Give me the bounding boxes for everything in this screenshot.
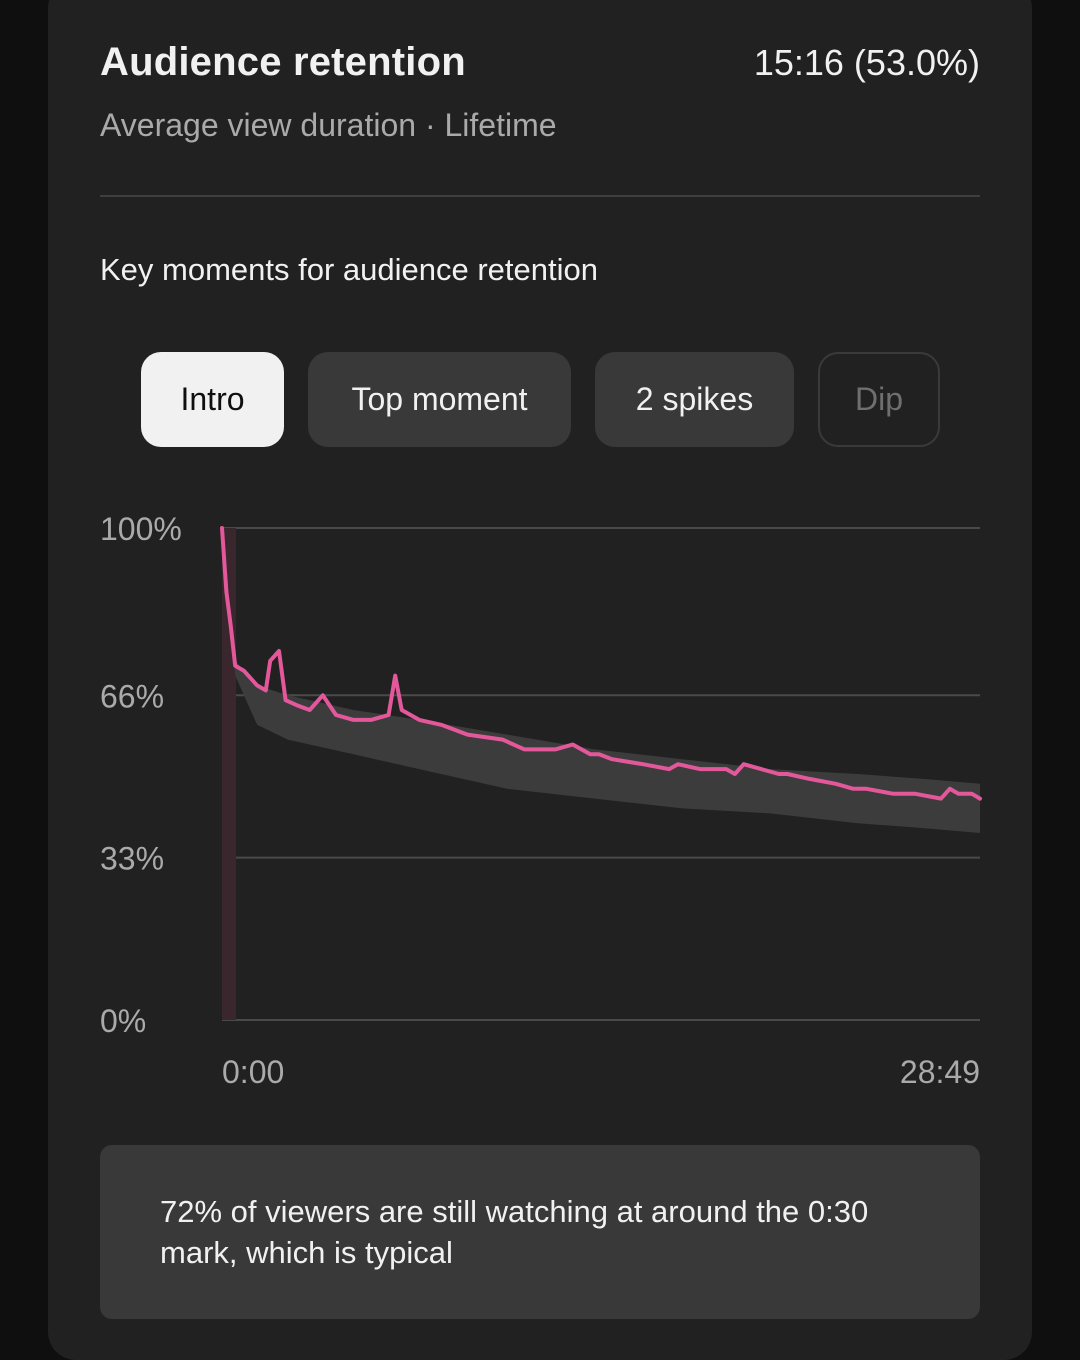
y-tick-label: 100% (100, 511, 182, 547)
divider (100, 195, 980, 197)
card-subtitle: Average view duration · Lifetime (100, 107, 557, 143)
x-tick-end: 28:49 (900, 1054, 980, 1090)
y-axis-labels: 100% 66% 33% 0% (100, 511, 182, 1039)
grid-lines (222, 527, 980, 1021)
chip-intro[interactable]: Intro (141, 352, 284, 447)
x-tick-start: 0:00 (222, 1054, 284, 1090)
card-title: Audience retention (100, 40, 466, 84)
average-view-duration-value: 15:16 (53.0%) (753, 42, 980, 83)
chip-top-moment[interactable]: Top moment (308, 352, 571, 447)
key-moments-title: Key moments for audience retention (100, 252, 598, 287)
y-tick-label: 66% (100, 678, 164, 714)
retention-chart: 100% 66% 33% 0% 0:00 28:49 (100, 511, 982, 1090)
chip-spikes[interactable]: 2 spikes (595, 352, 794, 447)
retention-line (220, 526, 982, 801)
chip-dip: Dip (818, 352, 940, 447)
y-tick-label: 0% (100, 1003, 146, 1039)
y-tick-label: 33% (100, 841, 164, 877)
audience-retention-card (48, 0, 1032, 1360)
insight-box: 72% of viewers are still watching at aro… (100, 1145, 980, 1319)
typical-retention-band (222, 528, 980, 833)
insight-text: 72% of viewers are still watching at aro… (160, 1194, 869, 1270)
